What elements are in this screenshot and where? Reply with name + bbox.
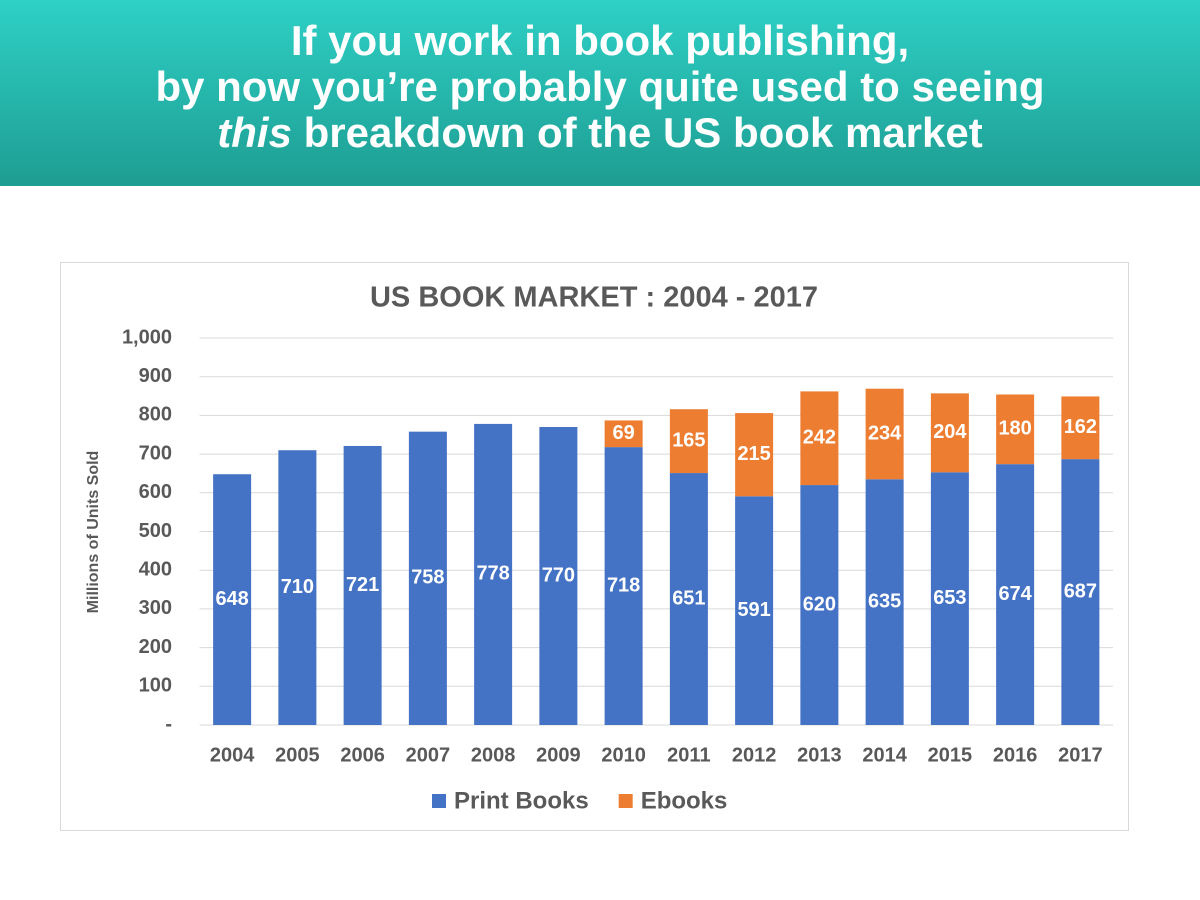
bar-segment <box>669 409 708 474</box>
header-line-rest: breakdown of the US book market <box>304 109 983 156</box>
x-tick-label: 2017 <box>1058 744 1103 766</box>
y-tick-label: 1,000 <box>122 326 172 348</box>
y-tick-label: 300 <box>139 597 172 619</box>
bar-segment <box>1061 396 1100 460</box>
bar-segment <box>865 388 904 480</box>
header-band <box>0 0 1200 186</box>
bar-segment <box>278 450 317 725</box>
data-label: 770 <box>542 564 575 586</box>
data-label: 215 <box>737 443 770 465</box>
x-tick-label: 2012 <box>732 744 777 766</box>
x-tick-label: 2015 <box>928 744 973 766</box>
data-label: 162 <box>1064 416 1097 438</box>
legend-label: Ebooks <box>641 787 728 814</box>
y-tick-label: 800 <box>139 404 172 426</box>
bar-segment <box>735 496 774 725</box>
data-label: 242 <box>803 427 836 449</box>
y-tick-label: 900 <box>139 365 172 387</box>
bar-segment <box>213 474 252 725</box>
data-label: 180 <box>998 418 1031 440</box>
y-axis-label: Millions of Units Sold <box>85 451 102 614</box>
data-label: 687 <box>1064 580 1097 602</box>
data-label: 718 <box>607 574 640 596</box>
data-label: 758 <box>411 567 444 589</box>
x-tick-label: 2005 <box>275 744 320 766</box>
chart-title: US BOOK MARKET : 2004 - 2017 <box>370 282 818 314</box>
data-label: 591 <box>737 599 770 621</box>
bar-segment <box>669 473 708 725</box>
y-tick-label: 100 <box>139 675 172 697</box>
data-label: 69 <box>613 422 635 444</box>
data-label: 651 <box>672 587 705 609</box>
bar-segment <box>408 431 447 725</box>
data-label: 635 <box>868 590 901 612</box>
bar-segment <box>865 479 904 725</box>
x-tick-label: 2004 <box>210 744 255 766</box>
y-tick-label: 400 <box>139 558 172 580</box>
bar-segment <box>604 447 643 725</box>
bar-segment <box>343 445 382 725</box>
bar-segment <box>474 423 513 725</box>
header-emphasis: this <box>217 109 292 156</box>
data-label: 648 <box>215 588 248 610</box>
data-label: 620 <box>803 593 836 615</box>
y-tick-label: - <box>165 713 172 735</box>
bar-segment <box>800 485 839 725</box>
x-tick-label: 2008 <box>471 744 516 766</box>
bar-segment <box>604 420 643 448</box>
data-label: 710 <box>281 576 314 598</box>
legend-swatch <box>432 794 446 808</box>
data-label: 204 <box>933 421 967 443</box>
legend-swatch <box>618 794 633 808</box>
data-label: 674 <box>998 583 1032 605</box>
bar-segment <box>996 394 1035 465</box>
data-label: 653 <box>933 587 966 609</box>
legend-label: Print Books <box>454 787 589 814</box>
x-tick-label: 2009 <box>536 744 581 766</box>
x-tick-label: 2011 <box>667 744 710 766</box>
x-tick-label: 2007 <box>406 744 451 766</box>
data-label: 165 <box>672 429 705 451</box>
bar-segment <box>735 413 774 497</box>
bar-segment <box>930 393 969 473</box>
bar-segment <box>800 391 839 486</box>
bar-segment <box>930 472 969 725</box>
bar-segment <box>1061 459 1100 725</box>
x-tick-label: 2010 <box>601 744 646 766</box>
bar-segment <box>996 464 1035 725</box>
y-tick-label: 500 <box>139 520 172 542</box>
data-label: 721 <box>346 574 379 596</box>
header-line: this breakdown of the US book market <box>217 109 982 156</box>
x-tick-label: 2014 <box>862 744 907 766</box>
x-tick-label: 2016 <box>993 744 1038 766</box>
header-line: by now you’re probably quite used to see… <box>155 63 1044 110</box>
header-line: If you work in book publishing, <box>291 17 909 64</box>
x-tick-label: 2013 <box>797 744 842 766</box>
data-label: 778 <box>476 563 509 585</box>
bar-segment <box>539 427 578 725</box>
data-label: 234 <box>868 422 902 444</box>
y-tick-label: 700 <box>139 442 172 464</box>
y-tick-label: 200 <box>139 636 172 658</box>
y-tick-label: 600 <box>139 481 172 503</box>
x-tick-label: 2006 <box>340 744 385 766</box>
